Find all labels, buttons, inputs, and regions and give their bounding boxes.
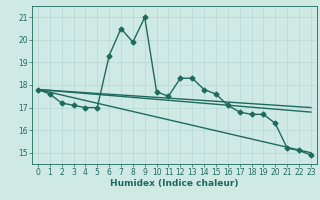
X-axis label: Humidex (Indice chaleur): Humidex (Indice chaleur) [110,179,239,188]
